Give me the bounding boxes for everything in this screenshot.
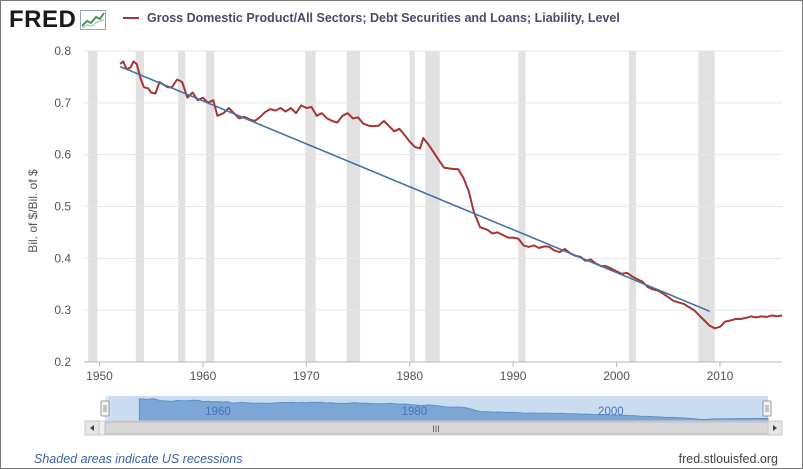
scrollbar-grip: III	[432, 424, 440, 434]
x-tick-labels: 1950 1960 1970 1980 1990 2000 2010	[86, 362, 734, 383]
source-link[interactable]: fred.stlouisfed.org	[678, 452, 778, 466]
navigator-left-handle[interactable]	[100, 400, 110, 417]
series-lines	[119, 60, 783, 330]
y-tick-label: 0.7	[54, 96, 71, 110]
grid-lines	[84, 50, 782, 311]
fred-logo-text: FRED	[9, 6, 77, 33]
navigator-mini-series	[138, 398, 769, 425]
y-tick-label: 0.4	[54, 251, 71, 265]
x-tick-label: 2000	[603, 369, 630, 383]
legend-swatch	[123, 17, 139, 19]
series-line-trend[interactable]	[119, 65, 710, 312]
recession-note: Shaded areas indicate US recessions	[34, 452, 243, 466]
range-navigator[interactable]: 1960 1980 2000 III	[84, 396, 783, 436]
x-tick-label: 1990	[500, 369, 527, 383]
scroll-left-button[interactable]	[84, 420, 100, 436]
x-tick-label: 1950	[86, 369, 113, 383]
series-line-gdp-debt-ratio[interactable]	[119, 60, 783, 330]
scroll-right-button[interactable]	[767, 420, 783, 436]
chart-trend-icon	[80, 10, 107, 30]
x-tick-label: 1980	[396, 369, 423, 383]
navigator-year-label: 1980	[402, 406, 428, 418]
arrow-right-icon	[773, 425, 777, 431]
legend-label: Gross Domestic Product/All Sectors; Debt…	[147, 11, 620, 25]
arrow-left-icon	[90, 425, 94, 431]
y-tick-label: 0.5	[54, 200, 71, 214]
y-tick-label: 0.8	[54, 44, 71, 58]
legend[interactable]: Gross Domestic Product/All Sectors; Debt…	[123, 11, 620, 25]
x-tick-label: 2010	[707, 369, 734, 383]
y-tick-label: 0.2	[54, 355, 71, 369]
x-tick-label: 1970	[293, 369, 320, 383]
y-tick-label: 0.3	[54, 303, 71, 317]
fred-logo[interactable]: FRED	[9, 6, 107, 33]
x-tick-label: 1960	[190, 369, 217, 383]
navigator-year-label: 2000	[598, 406, 624, 418]
navigator-year-labels: 1960 1980 2000	[205, 406, 623, 418]
navigator-year-label: 1960	[205, 406, 231, 418]
y-tick-label: 0.6	[54, 148, 71, 162]
y-axis-title: Bil. of $/Bil. of $	[26, 169, 40, 253]
y-tick-labels: 0.2 0.3 0.4 0.5 0.6 0.7 0.8	[54, 44, 71, 369]
navigator-right-handle[interactable]	[762, 400, 772, 417]
